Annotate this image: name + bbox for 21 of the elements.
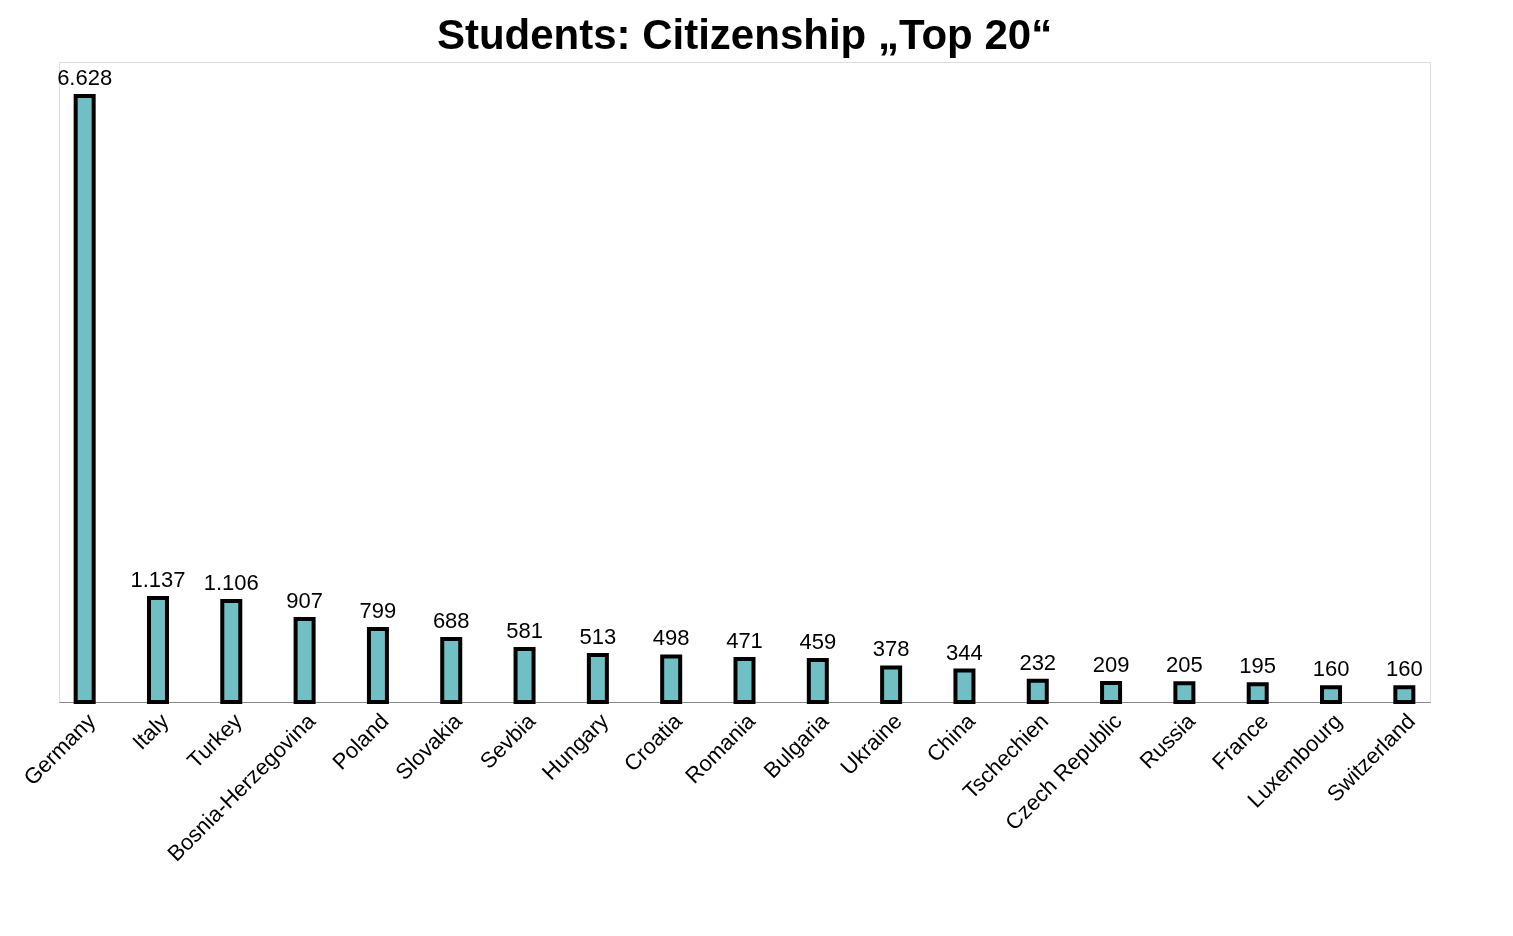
data-label: 209 [1092,651,1130,677]
data-label: 344 [946,639,983,665]
data-label: 498 [652,625,690,651]
data-label: 1.106 [203,569,259,595]
data-label: 471 [726,627,763,653]
x-tick-label: Italy [127,708,174,755]
data-label: 6.628 [57,65,113,91]
data-label: 513 [579,624,617,650]
data-label: 907 [286,588,323,614]
data-label: 1.137 [130,567,186,593]
data-label: 799 [359,597,397,623]
data-label: 160 [1385,656,1423,682]
data-label: 195 [1239,653,1277,679]
data-label: 688 [432,608,470,634]
chart-title: Students: Citizenship „Top 20“ [436,11,1053,58]
data-label: 205 [1166,652,1203,678]
data-label: 581 [506,617,543,643]
data-label: 160 [1312,656,1350,682]
data-label: 232 [1019,649,1057,675]
data-label: 378 [872,636,910,662]
data-label: 459 [799,629,837,655]
